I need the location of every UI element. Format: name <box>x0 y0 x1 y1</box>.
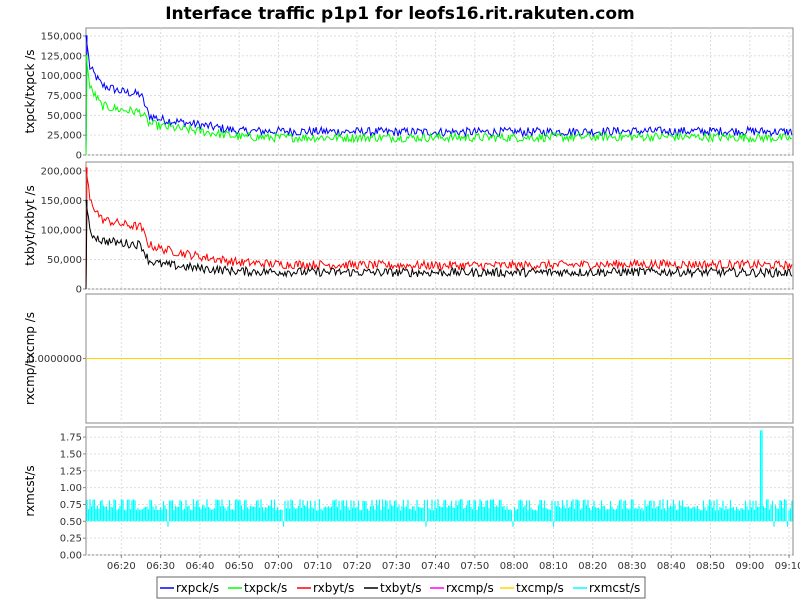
y-tick-label: 125,000 <box>41 51 82 62</box>
legend-label: txbyt/s <box>380 581 422 595</box>
series-rxmcst-s <box>86 430 793 527</box>
series-rxbyt-s-line <box>85 167 793 290</box>
x-tick-label: 06:50 <box>225 561 254 572</box>
legend-box <box>156 576 646 599</box>
x-tick-label: 08:50 <box>696 561 725 572</box>
panel-4: 0.00 0.25 0.50 0.75 1.00 1.25 1.50 1.75 rxmcst/s <box>23 426 794 562</box>
y-axis-label: txpck/txpck /s <box>23 49 37 133</box>
legend-label: rxmcst/s <box>589 581 640 595</box>
x-tick-label: 08:30 <box>618 561 647 572</box>
x-tick-label: 07:20 <box>343 561 372 572</box>
y-tick-label: 1.00 <box>60 483 82 494</box>
x-tick-label: 06:30 <box>146 561 175 572</box>
y-tick-label: 150,000 <box>41 196 82 207</box>
y-axis-label: txbyt/rxbyt /s <box>23 185 37 266</box>
y-tick-label: 1.50 <box>60 449 82 460</box>
series-rxmcst-s-bars <box>86 430 793 527</box>
x-tick-label: 08:20 <box>578 561 607 572</box>
x-tick-label: 07:00 <box>264 561 293 572</box>
y-tick-label: 150,000 <box>41 31 82 42</box>
x-tick-label: 08:10 <box>539 561 568 572</box>
legend-label: txcmp/s <box>516 581 564 595</box>
y-tick-label: 0.00 <box>60 551 82 562</box>
plot-area <box>85 161 794 290</box>
y-axis-label: rxmcst/s <box>23 465 37 516</box>
y-tick-label: 0 <box>76 285 82 296</box>
y-tick-label: 100,000 <box>41 71 82 82</box>
x-tick-label: 07:30 <box>382 561 411 572</box>
legend-label: rxbyt/s <box>313 581 354 595</box>
y-tick-label: 0.0000000 <box>28 354 82 365</box>
series-txbyt-s-line <box>85 199 793 290</box>
y-tick-label: 100,000 <box>41 225 82 236</box>
legend: rxpck/s txpck/s rxbyt/s txbyt/s rxcmp/s txcmp… <box>156 576 646 599</box>
legend-label: rxpck/s <box>176 581 219 595</box>
panel-2: 0 50,000 100,000 150,000 200,000 txbyt/rxbyt … <box>23 161 794 296</box>
series-rxpck-s-line <box>85 35 793 156</box>
y-tick-label: 0.50 <box>60 517 82 528</box>
x-axis: 06:20 06:30 06:40 06:50 07:00 07:10 07:20 07:30… <box>107 555 800 572</box>
legend-label: rxcmp/s <box>446 581 494 595</box>
x-tick-label: 06:20 <box>107 561 136 572</box>
chart-title: Interface traffic p1p1 for leofs16.rit.r… <box>165 4 635 24</box>
legend-label: txpck/s <box>244 581 287 595</box>
x-tick-label: 08:40 <box>657 561 686 572</box>
y-tick-label: 1.25 <box>60 466 82 477</box>
x-tick-label: 06:40 <box>185 561 214 572</box>
panel-1: 0 25,000 50,000 75,000 100,000 125,000 150,000… <box>23 27 794 162</box>
plot-area <box>85 426 794 556</box>
y-tick-label: 200,000 <box>41 166 82 177</box>
y-tick-label: 25,000 <box>47 131 82 142</box>
y-tick-label: 50,000 <box>47 111 82 122</box>
panels: 0 25,000 50,000 75,000 100,000 125,000 150,000… <box>23 27 794 562</box>
y-tick-label: 50,000 <box>47 255 82 266</box>
y-tick-label: 0.75 <box>60 500 82 511</box>
x-tick-label: 09:00 <box>735 561 764 572</box>
y-axis-label: rxcmp/txcmp /s <box>23 312 37 405</box>
x-tick-label: 08:00 <box>500 561 529 572</box>
series-txpck-s-line <box>85 55 793 156</box>
x-tick-label: 07:10 <box>303 561 332 572</box>
y-tick-label: 1.75 <box>60 433 82 444</box>
x-tick-label: 09:10 <box>775 561 800 572</box>
x-tick-label: 07:40 <box>421 561 450 572</box>
y-tick-label: 0.25 <box>60 534 82 545</box>
x-tick-label: 07:50 <box>460 561 489 572</box>
y-tick-label: 75,000 <box>47 91 82 102</box>
y-tick-label: 0 <box>76 151 82 162</box>
